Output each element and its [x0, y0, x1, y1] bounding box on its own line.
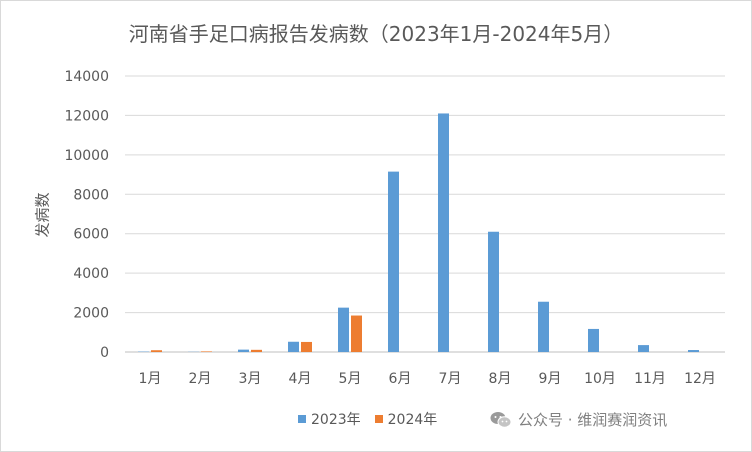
legend-item-2023: 2023年	[298, 409, 361, 429]
x-tick-label: 1月	[139, 371, 162, 387]
y-tick-label: 8000	[73, 187, 109, 203]
x-tick-label: 11月	[634, 371, 666, 387]
x-tick-label: 2月	[189, 371, 212, 387]
x-tick-label: 10月	[584, 371, 616, 387]
bar-2023	[338, 307, 349, 352]
wechat-icon	[490, 411, 512, 429]
bar-2024	[201, 351, 212, 352]
y-tick-label: 6000	[73, 227, 109, 243]
chart-title: 河南省手足口病报告发病数（2023年1月-2024年5月）	[128, 22, 624, 46]
bar-2024	[151, 350, 162, 352]
y-tick-label: 10000	[64, 148, 109, 164]
legend-swatch-2023	[298, 415, 306, 423]
legend: 2023年 2024年	[298, 409, 451, 429]
y-tick-label: 14000	[64, 69, 109, 85]
legend-label-2024: 2024年	[387, 412, 438, 428]
legend-item-2024: 2024年	[374, 409, 438, 429]
bar-2023	[388, 171, 399, 352]
bar-2024	[251, 349, 262, 352]
bar-2023	[488, 231, 499, 352]
y-tick-label: 12000	[64, 108, 109, 124]
bar-2023	[538, 301, 549, 352]
x-tick-label: 3月	[239, 371, 262, 387]
watermark-text: 公众号 · 维润赛润资讯	[518, 411, 668, 429]
bar-2023	[438, 113, 449, 352]
y-tick-label: 2000	[73, 306, 109, 322]
x-tick-label: 7月	[439, 371, 462, 387]
bar-2024	[351, 315, 362, 352]
bar-2023	[588, 328, 599, 352]
x-tick-label: 5月	[339, 371, 362, 387]
watermark: 公众号 · 维润赛润资讯	[490, 409, 667, 430]
bar-2023	[688, 350, 699, 352]
y-tick-label: 0	[100, 345, 109, 361]
bar-2024	[301, 341, 312, 352]
bar-2023	[238, 349, 249, 352]
legend-label-2023: 2023年	[311, 412, 361, 428]
x-tick-label: 4月	[289, 371, 312, 387]
y-tick-label: 4000	[73, 266, 109, 282]
x-tick-label: 9月	[539, 371, 562, 387]
x-tick-label: 12月	[684, 371, 716, 387]
legend-swatch-2024	[374, 415, 383, 423]
bar-2023	[288, 341, 299, 352]
x-tick-label: 6月	[389, 371, 412, 387]
x-tick-label: 8月	[489, 371, 512, 387]
bar-2023	[638, 345, 649, 352]
